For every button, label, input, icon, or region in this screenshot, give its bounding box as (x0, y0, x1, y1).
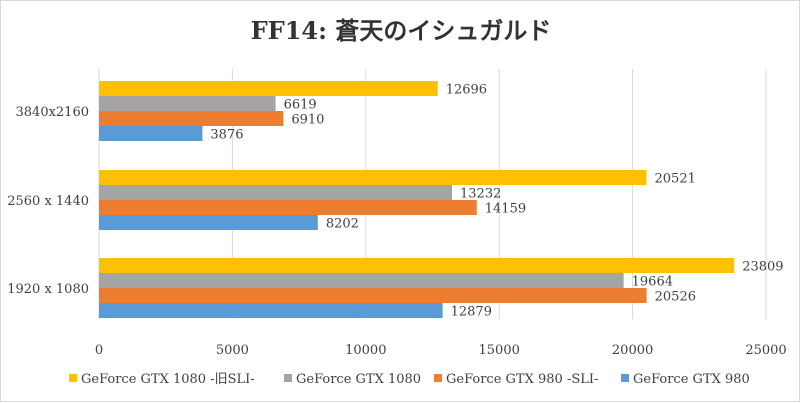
bar (99, 200, 477, 215)
legend-swatch (621, 374, 629, 382)
x-tick-label: 15000 (479, 343, 520, 358)
bar (99, 81, 438, 96)
x-tick-label: 25000 (745, 343, 786, 358)
legend-entry: GeForce GTX 1080 (296, 372, 421, 387)
bar-value-label: 6910 (291, 113, 324, 128)
bar (99, 288, 647, 303)
x-tick-label: 0 (95, 343, 103, 358)
bars (99, 81, 735, 318)
bar-value-label: 13232 (460, 187, 501, 202)
x-tick-label: 5000 (216, 343, 249, 358)
bar-value-label: 12879 (451, 305, 492, 320)
bar (99, 185, 453, 200)
legend-entry: GeForce GTX 980 -SLI- (446, 372, 598, 387)
bar-value-label: 6619 (284, 98, 317, 113)
bar-value-label: 20521 (655, 172, 696, 187)
legend-swatch (284, 374, 292, 382)
legend-entry: GeForce GTX 980 (633, 372, 750, 387)
bar-value-label: 3876 (210, 128, 243, 143)
bar (99, 126, 203, 141)
bar-value-label: 14159 (485, 202, 526, 217)
category-label: 1920 x 1080 (7, 282, 89, 297)
bar (99, 96, 276, 111)
bar-value-label: 19664 (632, 275, 673, 290)
bar-value-label: 20526 (655, 290, 696, 305)
category-label: 2560 x 1440 (7, 194, 89, 209)
bar-value-label: 12696 (446, 83, 487, 98)
bar (99, 111, 284, 126)
bar (99, 215, 318, 230)
bar (99, 170, 647, 185)
legend: GeForce GTX 1080 -旧SLI- GeForce GTX 1080 G… (69, 372, 750, 387)
legend-entry: GeForce GTX 1080 -旧SLI- (81, 372, 255, 387)
x-tick-label: 20000 (612, 343, 653, 358)
legend-swatch (434, 374, 442, 382)
bar (99, 303, 443, 318)
chart-title: FF14: 蒼天のイシュガルド (251, 16, 552, 45)
legend-swatch (69, 374, 77, 382)
category-label: 3840x2160 (16, 105, 90, 120)
bar-value-label: 8202 (326, 217, 359, 232)
bar (99, 273, 624, 288)
bar (99, 258, 735, 273)
bar-value-label: 23809 (742, 260, 783, 275)
axis-labels: 0 5000 10000 15000 20000 25000 3840x2160 2560 x… (7, 105, 786, 358)
x-tick-label: 10000 (345, 343, 386, 358)
